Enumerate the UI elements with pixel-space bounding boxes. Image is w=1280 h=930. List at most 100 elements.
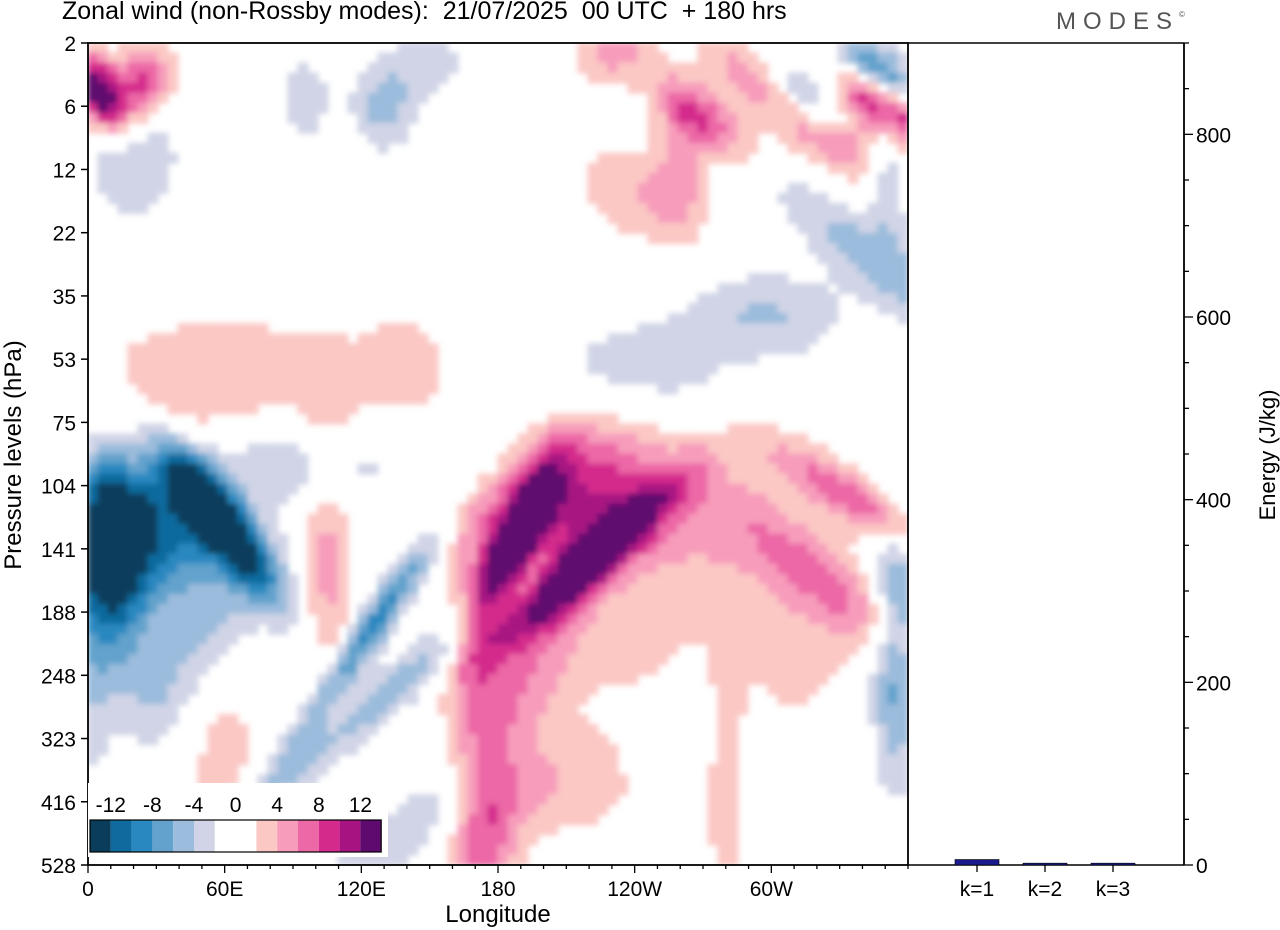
wind-cell [417, 43, 429, 54]
wind-cell [637, 623, 649, 635]
colorbar-swatch [214, 820, 236, 852]
wind-cell [217, 493, 229, 505]
wind-cell [887, 704, 899, 716]
wind-cell [187, 323, 199, 335]
wind-cell [377, 102, 389, 114]
wind-cell [797, 453, 809, 465]
wind-cell [687, 122, 699, 134]
wind-cell [147, 333, 159, 345]
wind-cell [457, 724, 469, 736]
wind-cell [687, 633, 699, 645]
wind-cell [737, 633, 749, 645]
wind-cell [227, 353, 239, 365]
colorbar-tick-label: 0 [230, 794, 242, 817]
wind-cell [797, 603, 809, 615]
wind-cell [527, 473, 539, 485]
wind-cell [167, 393, 179, 405]
wind-cell [217, 473, 229, 485]
colorbar-swatch [298, 820, 319, 852]
wind-cell [227, 744, 239, 756]
wind-cell [657, 493, 669, 505]
wind-cell [657, 463, 669, 475]
wind-cell [767, 453, 779, 465]
wind-cell [667, 573, 679, 585]
wind-cell [617, 152, 629, 164]
wind-cell [167, 563, 179, 575]
wind-cell [897, 122, 908, 134]
wind-cell [127, 473, 139, 485]
wind-cell [537, 603, 549, 615]
wind-cell [237, 573, 249, 585]
wind-cell [547, 553, 559, 565]
wind-cell [617, 573, 629, 585]
wind-cell [137, 82, 149, 94]
wind-cell [897, 724, 908, 736]
wind-cell [657, 172, 669, 184]
wind-cell [787, 463, 799, 475]
wind-cell [267, 613, 279, 625]
wind-cell [827, 483, 839, 495]
wind-cell [647, 353, 659, 365]
wind-cell [787, 82, 799, 94]
wind-cell [487, 724, 499, 736]
wind-cell [717, 72, 729, 84]
wind-cell [237, 613, 249, 625]
wind-cell [277, 533, 289, 545]
wind-cell [197, 383, 209, 395]
wind-cell [337, 613, 349, 625]
wind-cell [247, 513, 259, 525]
wind-cell [417, 633, 429, 645]
y-axis-title: Pressure levels (hPa) [0, 340, 27, 569]
wind-cell [237, 463, 249, 475]
wind-cell [517, 764, 529, 776]
wind-cell [537, 563, 549, 575]
wind-cell [637, 373, 649, 385]
wind-cell [807, 82, 819, 94]
wind-cell [877, 283, 889, 295]
wind-cell [607, 483, 619, 495]
wind-cell [537, 633, 549, 645]
wind-cell [667, 633, 679, 645]
wind-cell [317, 724, 329, 736]
wind-cell [137, 463, 149, 475]
wind-cell [767, 573, 779, 585]
wind-cell [107, 92, 119, 104]
wind-cell [557, 493, 569, 505]
wind-cell [137, 543, 149, 555]
wind-cell [417, 674, 429, 686]
wind-cell [537, 593, 549, 605]
wind-cell [147, 533, 159, 545]
wind-cell [587, 493, 599, 505]
wind-cell [347, 633, 359, 645]
wind-cell [677, 433, 689, 445]
wind-cell [107, 543, 119, 555]
wind-cell [267, 483, 279, 495]
wind-cell [567, 443, 579, 455]
wind-cell [867, 82, 879, 94]
wind-cell [607, 613, 619, 625]
wind-cell [287, 443, 299, 455]
wind-cell [717, 553, 729, 565]
wind-cell [697, 192, 709, 204]
wind-cell [97, 43, 109, 54]
wind-cell [897, 263, 908, 275]
wind-cell [737, 664, 749, 676]
wind-cell [777, 573, 789, 585]
wind-cell [777, 674, 789, 686]
wind-cell [517, 643, 529, 655]
wind-cell [857, 293, 869, 305]
wind-cell [187, 684, 199, 696]
longitude-tick-label: 0 [82, 878, 94, 901]
wind-cell [557, 814, 569, 826]
wind-cell [597, 353, 609, 365]
wind-cell [387, 613, 399, 625]
wind-cell [607, 162, 619, 174]
wind-cell [177, 463, 189, 475]
wind-cell [717, 82, 729, 94]
wind-cell [797, 543, 809, 555]
wind-cell [797, 563, 809, 575]
wind-cell [97, 162, 109, 174]
wind-cell [547, 714, 559, 726]
wind-cell [547, 804, 559, 816]
wind-cell [627, 202, 639, 214]
